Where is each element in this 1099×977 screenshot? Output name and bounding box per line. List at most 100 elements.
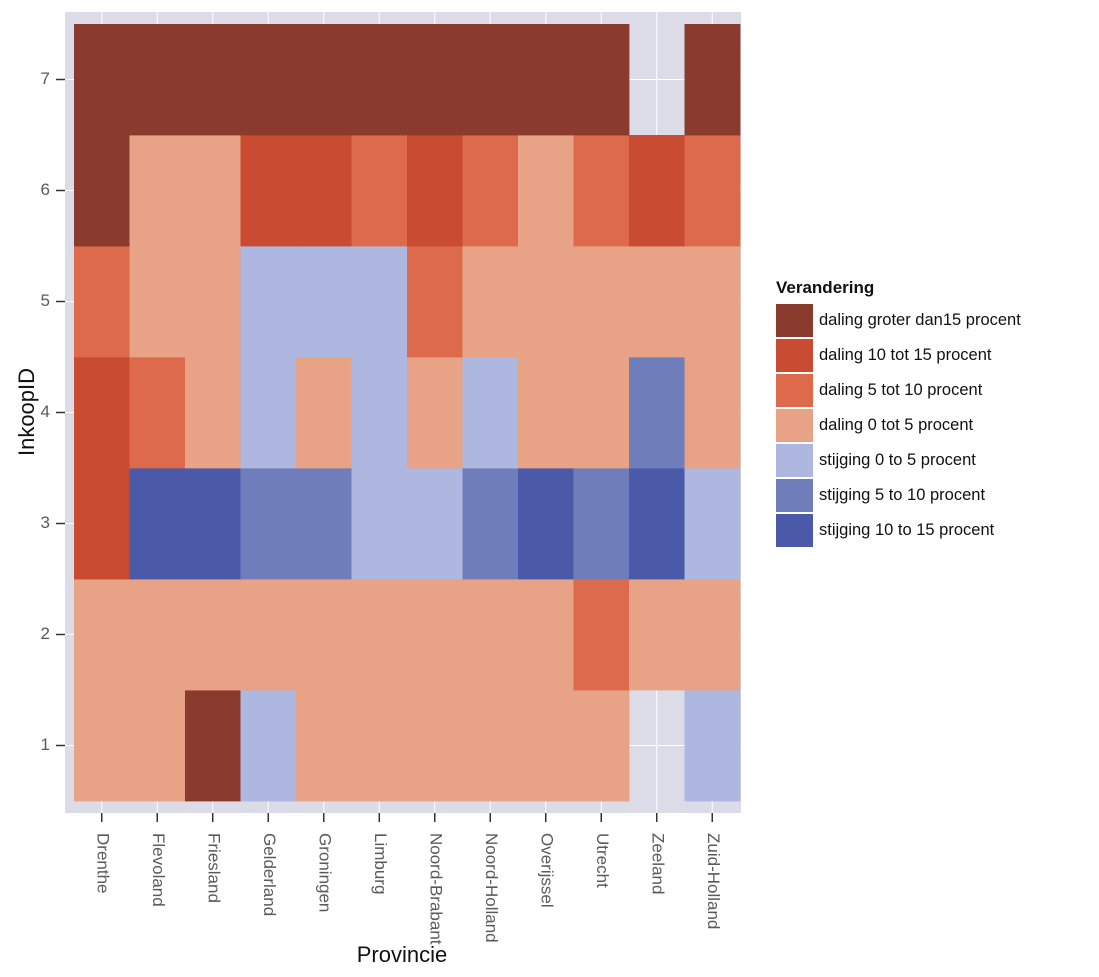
legend-key [776, 444, 813, 477]
heatmap-cell [407, 246, 463, 358]
heatmap-cell [573, 579, 630, 691]
heatmap-cell [74, 690, 130, 802]
heatmap-cell [240, 135, 297, 247]
legend-label: stijging 10 to 15 procent [819, 521, 995, 539]
heatmap-cell [518, 246, 574, 358]
heatmap-cell [129, 468, 186, 580]
heatmap-cell [129, 246, 186, 358]
heatmap-cell [629, 135, 685, 247]
heatmap-cell [129, 579, 186, 691]
heatmap-cell [407, 24, 463, 136]
x-tick-label: Zuid-Holland [704, 833, 723, 929]
heatmap-cell [518, 357, 574, 469]
x-tick-label: Friesland [204, 833, 223, 903]
heatmap-cell [684, 357, 741, 469]
legend-key [776, 304, 813, 337]
heatmap-cell [573, 135, 630, 247]
heatmap-cell [629, 246, 685, 358]
heatmap-cell [296, 690, 352, 802]
heatmap-cell [185, 579, 241, 691]
heatmap-cell [629, 579, 685, 691]
heatmap-cell [129, 24, 186, 136]
heatmap-cell [518, 690, 574, 802]
heatmap-cell [573, 24, 630, 136]
heatmap-cell [74, 468, 130, 580]
x-tick-label: Utrecht [593, 833, 612, 888]
y-tick-label: 6 [41, 180, 50, 199]
heatmap-cell [185, 24, 241, 136]
x-tick-label: Noord-Holland [482, 833, 501, 943]
heatmap-cell [462, 24, 519, 136]
heatmap-cell [351, 135, 408, 247]
heatmap-cell [684, 690, 741, 802]
heatmap-cell [296, 468, 352, 580]
heatmap-cell [462, 135, 519, 247]
heatmap-cell [240, 357, 297, 469]
axes: Drenthe Flevoland Friesland Gelderland Groni… [41, 69, 723, 945]
heatmap-cell [240, 579, 297, 691]
heatmap-cell [462, 579, 519, 691]
heatmap-cell [518, 579, 574, 691]
x-tick-label: Gelderland [260, 833, 279, 916]
heatmap-cell [240, 468, 297, 580]
legend-label: stijging 5 to 10 procent [819, 486, 985, 504]
legend-key [776, 339, 813, 372]
heatmap-cell [296, 579, 352, 691]
legend-label: stijging 0 to 5 procent [819, 451, 976, 469]
heatmap-cell [518, 468, 574, 580]
legend-label: daling 0 tot 5 procent [819, 416, 974, 434]
heatmap-cell [129, 690, 186, 802]
heatmap-cell [240, 690, 297, 802]
heatmap-cell [129, 357, 186, 469]
heatmap-cell [351, 24, 408, 136]
x-tick-label: Overijssel [537, 833, 556, 908]
heatmap-cell [518, 24, 574, 136]
heatmap-cell [684, 246, 741, 358]
heatmap-cell [351, 579, 408, 691]
y-axis-title: InkoopID [14, 368, 39, 456]
heatmap-cell [407, 357, 463, 469]
heatmap-cell [684, 24, 741, 136]
heatmap-cell [684, 579, 741, 691]
heatmap-cell [185, 690, 241, 802]
legend-label: daling 5 tot 10 procent [819, 381, 983, 399]
heatmap-cell [518, 135, 574, 247]
heatmap-cell [629, 357, 685, 469]
tiles [74, 24, 741, 802]
heatmap-cell [462, 357, 519, 469]
heatmap-cell [351, 690, 408, 802]
y-tick-label: 1 [41, 735, 50, 754]
heatmap-cell [296, 357, 352, 469]
heatmap-cell [129, 135, 186, 247]
heatmap-cell [296, 135, 352, 247]
heatmap-cell [296, 246, 352, 358]
x-tick-label: Flevoland [149, 833, 168, 907]
heatmap-cell [629, 468, 685, 580]
heatmap-cell [573, 357, 630, 469]
heatmap-cell [407, 579, 463, 691]
heatmap-cell [684, 135, 741, 247]
heatmap-cell [407, 135, 463, 247]
heatmap-cell [240, 246, 297, 358]
heatmap-cell [573, 246, 630, 358]
x-tick-label: Drenthe [93, 833, 112, 893]
legend-key [776, 374, 813, 407]
y-tick-label: 3 [41, 513, 50, 532]
x-tick-label: Zeeland [648, 833, 667, 894]
y-tick-label: 5 [41, 291, 50, 310]
heatmap-cell [351, 357, 408, 469]
heatmap-cell [573, 468, 630, 580]
heatmap-cell [74, 357, 130, 469]
legend-label: daling 10 tot 15 procent [819, 346, 992, 364]
legend-key [776, 479, 813, 512]
heatmap-cell [407, 468, 463, 580]
legend-title: Verandering [776, 278, 874, 297]
x-axis-title: Provincie [357, 942, 447, 967]
heatmap-cell [74, 135, 130, 247]
heatmap-cell [74, 246, 130, 358]
heatmap-cell [240, 24, 297, 136]
heatmap-cell [351, 246, 408, 358]
heatmap-cell [296, 24, 352, 136]
